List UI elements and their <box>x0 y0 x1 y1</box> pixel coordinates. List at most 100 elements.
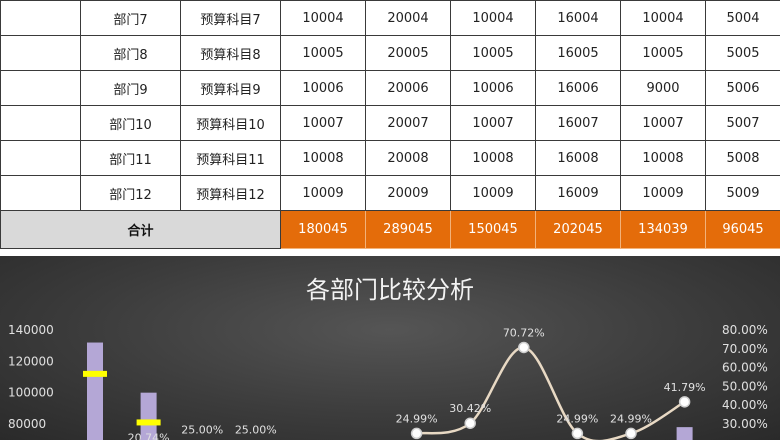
dept-cell[interactable]: 部门7 <box>80 0 181 36</box>
value-cell[interactable]: 10004 <box>450 0 536 36</box>
value-cell[interactable]: 10008 <box>450 140 536 176</box>
budget-table: 部门7 预算科目7 10004 20004 10004 16004 10004 5004 部门8… <box>0 0 780 249</box>
value-cell[interactable]: 16007 <box>535 105 621 141</box>
line-point <box>625 427 637 440</box>
value-cell[interactable]: 9000 <box>620 70 706 106</box>
target-marker <box>136 419 161 426</box>
value-cell[interactable]: 16006 <box>535 70 621 106</box>
value-cell[interactable]: 16009 <box>535 175 621 211</box>
total-value-cell[interactable]: 180045 <box>280 210 366 249</box>
value-cell[interactable]: 10009 <box>450 175 536 211</box>
ratio-line <box>416 346 686 440</box>
value-cell[interactable]: 20004 <box>365 0 451 36</box>
value-cell[interactable]: 10007 <box>450 105 536 141</box>
value-cell[interactable]: 20005 <box>365 35 451 71</box>
dept-cell[interactable]: 部门11 <box>80 140 181 176</box>
budget-item-cell[interactable]: 预算科目8 <box>180 35 281 71</box>
value-cell[interactable]: 20009 <box>365 175 451 211</box>
y-tick-label: 140000 <box>8 323 54 337</box>
data-label: 24.99% <box>610 412 652 425</box>
value-cell[interactable]: 10008 <box>620 140 706 176</box>
row-header-cell[interactable] <box>0 105 81 141</box>
line-point <box>678 396 691 408</box>
total-value-cell[interactable]: 289045 <box>365 210 451 249</box>
y2-tick-label: 70.00% <box>722 342 768 356</box>
table-row: 部门11 预算科目11 10008 20008 10008 16008 10008 5008 <box>0 140 780 176</box>
value-cell[interactable]: 20007 <box>365 105 451 141</box>
total-value-cell[interactable]: 134039 <box>620 210 706 249</box>
data-label: 24.99% <box>396 412 438 425</box>
value-cell[interactable]: 10009 <box>620 175 706 211</box>
value-cell[interactable]: 10005 <box>280 35 366 71</box>
line-point <box>410 427 423 440</box>
table-row: 部门8 预算科目8 10005 20005 10005 16005 10005 5005 <box>0 35 780 71</box>
value-cell[interactable]: 5009 <box>705 175 780 211</box>
data-label: 25.00% <box>235 423 277 436</box>
value-cell[interactable]: 16005 <box>535 35 621 71</box>
value-cell[interactable]: 10007 <box>620 105 706 141</box>
data-label: 25.00% <box>181 423 223 436</box>
y-tick-label: 80000 <box>8 417 46 431</box>
value-cell[interactable]: 10005 <box>450 35 536 71</box>
table-row: 部门12 预算科目12 10009 20009 10009 16009 10009 5009 <box>0 175 780 211</box>
total-label[interactable]: 合计 <box>0 210 281 249</box>
budget-item-cell[interactable]: 预算科目7 <box>180 0 281 36</box>
row-header-cell[interactable] <box>0 70 81 106</box>
value-cell[interactable]: 5005 <box>705 35 780 71</box>
bar <box>140 392 157 440</box>
total-value-cell[interactable]: 96045 <box>705 210 780 249</box>
line-point <box>571 427 584 440</box>
value-cell[interactable]: 20008 <box>365 140 451 176</box>
bar <box>676 427 693 440</box>
value-cell[interactable]: 10004 <box>620 0 706 36</box>
y-tick-label: 120000 <box>8 354 54 368</box>
value-cell[interactable]: 20006 <box>365 70 451 106</box>
value-cell[interactable]: 10004 <box>280 0 366 36</box>
value-cell[interactable]: 5008 <box>705 140 780 176</box>
dept-cell[interactable]: 部门10 <box>80 105 181 141</box>
table-row: 部门9 预算科目9 10006 20006 10006 16006 9000 5006 <box>0 70 780 106</box>
row-header-cell[interactable] <box>0 0 81 36</box>
y2-tick-label: 80.00% <box>722 323 768 337</box>
row-header-cell[interactable] <box>0 35 81 71</box>
chart-canvas: 各部门比较分析 140000 120000 100000 80000 80.00% 70.0… <box>8 276 768 440</box>
value-cell[interactable]: 5004 <box>705 0 780 36</box>
target-marker <box>83 370 107 377</box>
line-point <box>464 417 476 429</box>
line-point <box>518 341 530 354</box>
budget-item-cell[interactable]: 预算科目12 <box>180 175 281 211</box>
value-cell[interactable]: 5007 <box>705 105 780 141</box>
dept-cell[interactable]: 部门9 <box>80 70 181 106</box>
dept-cell[interactable]: 部门12 <box>80 175 181 211</box>
value-cell[interactable]: 10005 <box>620 35 706 71</box>
y-tick-label: 100000 <box>8 386 54 400</box>
row-header-cell[interactable] <box>0 140 81 176</box>
total-value-cell[interactable]: 202045 <box>535 210 621 249</box>
y2-tick-label: 30.00% <box>722 417 768 431</box>
department-comparison-chart: 各部门比较分析 140000 120000 100000 80000 80.00% 70.0… <box>0 256 780 440</box>
y2-tick-label: 60.00% <box>722 361 768 375</box>
value-cell[interactable]: 16008 <box>535 140 621 176</box>
data-label: 70.72% <box>503 326 545 339</box>
value-cell[interactable]: 10006 <box>280 70 366 106</box>
dept-cell[interactable]: 部门8 <box>80 35 181 71</box>
value-cell[interactable]: 10007 <box>280 105 366 141</box>
value-cell[interactable]: 10009 <box>280 175 366 211</box>
value-cell[interactable]: 10008 <box>280 140 366 176</box>
y2-tick-label: 50.00% <box>722 379 768 393</box>
chart-title: 各部门比较分析 <box>306 276 474 304</box>
data-label: 20.74% <box>128 431 170 440</box>
bar <box>87 342 103 440</box>
total-row: 合计 180045 289045 150045 202045 134039 96045 <box>0 210 780 249</box>
budget-item-cell[interactable]: 预算科目10 <box>180 105 281 141</box>
value-cell[interactable]: 16004 <box>535 0 621 36</box>
table-row: 部门7 预算科目7 10004 20004 10004 16004 10004 5004 <box>0 0 780 36</box>
value-cell[interactable]: 10006 <box>450 70 536 106</box>
value-cell[interactable]: 5006 <box>705 70 780 106</box>
table-row: 部门10 预算科目10 10007 20007 10007 16007 10007 5007 <box>0 105 780 141</box>
data-label: 24.99% <box>556 412 598 425</box>
row-header-cell[interactable] <box>0 175 81 211</box>
total-value-cell[interactable]: 150045 <box>450 210 536 249</box>
budget-item-cell[interactable]: 预算科目9 <box>180 70 281 106</box>
budget-item-cell[interactable]: 预算科目11 <box>180 140 281 176</box>
